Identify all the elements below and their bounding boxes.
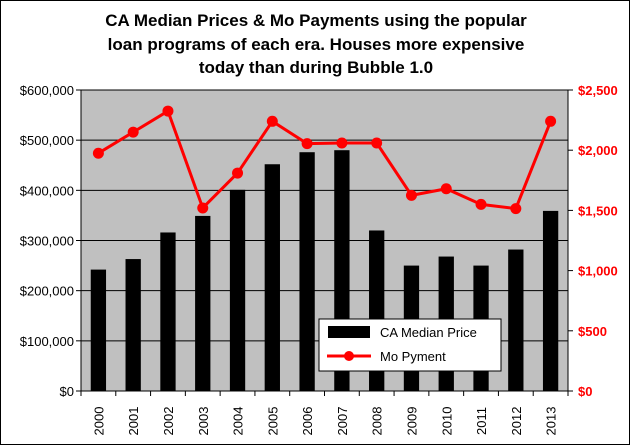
right-tick-label: $0 [578, 384, 592, 399]
right-tick-label: $500 [578, 324, 607, 339]
payment-point-2006 [301, 138, 313, 150]
x-tick-label-2007: 2007 [335, 407, 350, 436]
right-tick-label: $2,000 [578, 143, 618, 158]
payment-point-2007 [336, 137, 348, 149]
chart-title-line-2: loan programs of each era. Houses more e… [107, 35, 525, 54]
left-tick-label: $300,000 [20, 234, 74, 249]
legend-bar-swatch [328, 326, 370, 338]
bar-2004 [229, 189, 246, 391]
chart-title-line-1: CA Median Prices & Mo Payments using the… [105, 11, 527, 30]
right-tick-label: $1,500 [578, 203, 618, 218]
x-tick-label-2012: 2012 [509, 407, 524, 436]
x-tick-label-2000: 2000 [91, 407, 106, 436]
legend-label-payment: Mo Pyment [380, 349, 446, 364]
x-tick-label-2010: 2010 [439, 407, 454, 436]
legend: CA Median Price Mo Pyment [318, 318, 502, 372]
payment-point-2001 [127, 126, 139, 138]
payment-line [97, 109, 553, 211]
x-tick-label-2001: 2001 [126, 407, 141, 436]
bar-2012 [508, 249, 524, 391]
x-tick-label-2008: 2008 [370, 407, 385, 436]
payment-point-2013 [545, 115, 557, 127]
payment-point-2010 [440, 183, 452, 195]
left-tick-label: $400,000 [20, 183, 74, 198]
x-tick-label-2004: 2004 [231, 407, 246, 436]
x-tick-label-2002: 2002 [161, 407, 176, 436]
bar-2000 [90, 269, 107, 391]
x-tick-label-2003: 2003 [196, 407, 211, 436]
legend-marker-swatch [344, 351, 354, 361]
legend-label-price: CA Median Price [380, 325, 477, 340]
bar-2006 [299, 152, 315, 391]
bar-2002 [160, 232, 176, 391]
line-series [92, 105, 557, 215]
bar-2005 [264, 164, 280, 391]
bar-2001 [125, 259, 141, 391]
left-tick-label: $500,000 [20, 133, 74, 148]
right-tick-label: $2,500 [578, 83, 618, 98]
bar-2013 [542, 210, 559, 391]
left-tick-label: $100,000 [20, 334, 74, 349]
payment-point-2005 [266, 115, 278, 127]
payment-point-2004 [232, 167, 244, 179]
chart-title-line-3: today than during Bubble 1.0 [198, 58, 434, 77]
payment-point-2000 [92, 147, 104, 159]
x-tick-label-2006: 2006 [300, 407, 315, 436]
payment-point-2003 [197, 202, 209, 214]
payment-point-2008 [371, 137, 383, 149]
bar-2003 [195, 215, 211, 391]
payment-point-2011 [475, 198, 487, 210]
left-tick-label: $0 [60, 384, 74, 399]
right-tick-label: $1,000 [578, 264, 618, 279]
x-tick-label-2005: 2005 [265, 407, 280, 436]
payment-point-2009 [405, 189, 417, 201]
left-tick-label: $200,000 [20, 284, 74, 299]
x-tick-label-2009: 2009 [404, 407, 419, 436]
axes: $0 $100,000 $200,000 $300,000 $400,000 $500,0… [20, 83, 618, 435]
payment-point-2002 [162, 105, 174, 117]
x-tick-label-2011: 2011 [474, 407, 489, 435]
left-tick-label: $600,000 [20, 83, 74, 98]
x-tick-label-2013: 2013 [544, 407, 559, 436]
payment-point-2012 [510, 203, 522, 215]
